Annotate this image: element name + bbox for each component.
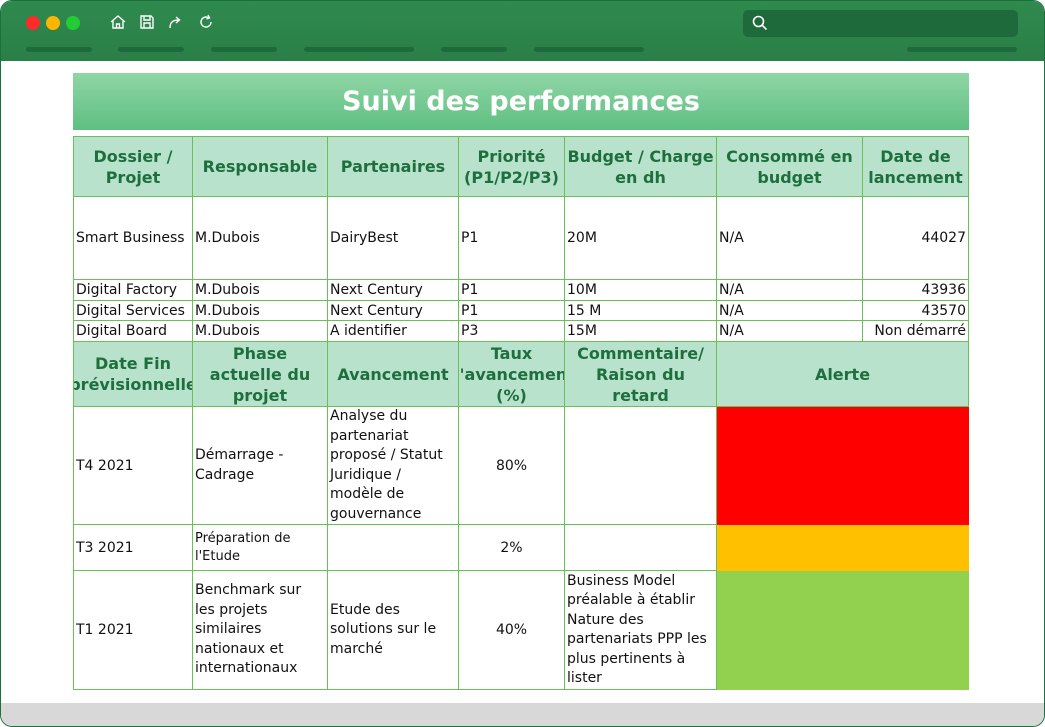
table-cell[interactable]: P1 [459, 280, 565, 301]
table-cell[interactable]: Smart Business [73, 197, 193, 280]
table-cell[interactable]: Non démarré [863, 321, 969, 342]
refresh-icon[interactable] [197, 13, 215, 31]
table-cell[interactable]: N/A [717, 280, 863, 301]
maximize-window-button[interactable] [66, 16, 80, 30]
header-partenaires: Partenaires [328, 136, 459, 197]
table-cell[interactable]: Analyse du partenariat proposé / Statut … [328, 407, 459, 525]
table-cell[interactable]: 2% [459, 525, 565, 571]
table-cell[interactable]: Next Century [328, 301, 459, 321]
spreadsheet: Suivi des performances Dossier / Projet … [73, 73, 969, 691]
table-cell[interactable]: 15 M [565, 301, 717, 321]
table-cell[interactable]: T3 2021 [73, 525, 193, 571]
toolbar-tab-placeholder[interactable] [211, 47, 277, 52]
header-consomme: Consommé en budget [717, 136, 863, 197]
alert-indicator-orange [717, 525, 969, 571]
table-cell[interactable]: P3 [459, 321, 565, 342]
search-input[interactable] [743, 10, 1018, 37]
header-priorite: Priorité (P1/P2/P3) [459, 136, 565, 197]
table-cell[interactable]: A identifier [328, 321, 459, 342]
home-icon[interactable] [109, 13, 127, 31]
table-cell[interactable]: 20M [565, 197, 717, 280]
header-commentaire: Commentaire/ Raison du retard [565, 342, 717, 407]
table-cell[interactable]: 43570 [863, 301, 969, 321]
table-cell[interactable]: N/A [717, 321, 863, 342]
toolbar-tab-placeholder[interactable] [441, 47, 507, 52]
redo-icon[interactable] [167, 13, 185, 31]
header-budget: Budget / Charge en dh [565, 136, 717, 197]
table-cell[interactable]: Etude des solutions sur le marché [328, 571, 459, 690]
status-bar [1, 703, 1044, 726]
table-cell[interactable]: Digital Factory [73, 280, 193, 301]
search-icon [752, 15, 768, 31]
table-cell[interactable]: 15M [565, 321, 717, 342]
table-cell[interactable]: P1 [459, 197, 565, 280]
table-cell[interactable]: 40% [459, 571, 565, 690]
table-cell[interactable]: 44027 [863, 197, 969, 280]
header-taux: Taux d'avancement (%) [459, 342, 565, 407]
table-cell[interactable] [328, 525, 459, 571]
toolbar-tab-placeholder[interactable] [304, 47, 414, 52]
table-cell[interactable]: Préparation de l'Etude [193, 525, 328, 571]
minimize-window-button[interactable] [46, 16, 60, 30]
table-cell[interactable]: M.Dubois [193, 301, 328, 321]
toolbar-tab-placeholder[interactable] [534, 47, 644, 52]
toolbar-tab-placeholder[interactable] [26, 47, 92, 52]
table-cell[interactable]: N/A [717, 197, 863, 280]
table-cell[interactable]: Benchmark sur les projets similaires nat… [193, 571, 328, 690]
table-cell[interactable]: M.Dubois [193, 280, 328, 301]
header-responsable: Responsable [193, 136, 328, 197]
table-cell[interactable]: N/A [717, 301, 863, 321]
table-cell[interactable]: Next Century [328, 280, 459, 301]
table-cell[interactable]: T4 2021 [73, 407, 193, 525]
table-cell[interactable]: DairyBest [328, 197, 459, 280]
table-cell[interactable]: 10M [565, 280, 717, 301]
table-cell[interactable]: Digital Board [73, 321, 193, 342]
content-area: Suivi des performances Dossier / Projet … [1, 61, 1044, 703]
header-date-lancement: Date de lancement [863, 136, 969, 197]
table-cell[interactable]: M.Dubois [193, 197, 328, 280]
table-cell[interactable]: Business Model préalable à établir Natur… [565, 571, 717, 690]
header-avancement: Avancement [328, 342, 459, 407]
table-cell[interactable] [565, 407, 717, 525]
table-cell[interactable]: P1 [459, 301, 565, 321]
table-cell[interactable]: T1 2021 [73, 571, 193, 690]
toolbar-tab-placeholder[interactable] [118, 47, 184, 52]
table-cell[interactable]: Digital Services [73, 301, 193, 321]
table-cell[interactable]: M.Dubois [193, 321, 328, 342]
header-phase: Phase actuelle du projet [193, 342, 328, 407]
alert-indicator-red [717, 407, 969, 525]
table-cell[interactable] [565, 525, 717, 571]
table-cell[interactable]: 80% [459, 407, 565, 525]
table-cell[interactable]: 43936 [863, 280, 969, 301]
sheet-title: Suivi des performances [73, 73, 969, 130]
header-date-fin: Date Fin prévisionnelle [73, 342, 193, 407]
header-alerte: Alerte [717, 342, 969, 407]
header-dossier: Dossier / Projet [73, 136, 193, 197]
toolbar-tab-placeholder[interactable] [907, 47, 1017, 52]
title-bar [1, 1, 1044, 61]
alert-indicator-green [717, 571, 969, 690]
table-cell[interactable]: Démarrage - Cadrage [193, 407, 328, 525]
close-window-button[interactable] [26, 16, 40, 30]
save-icon[interactable] [138, 13, 156, 31]
